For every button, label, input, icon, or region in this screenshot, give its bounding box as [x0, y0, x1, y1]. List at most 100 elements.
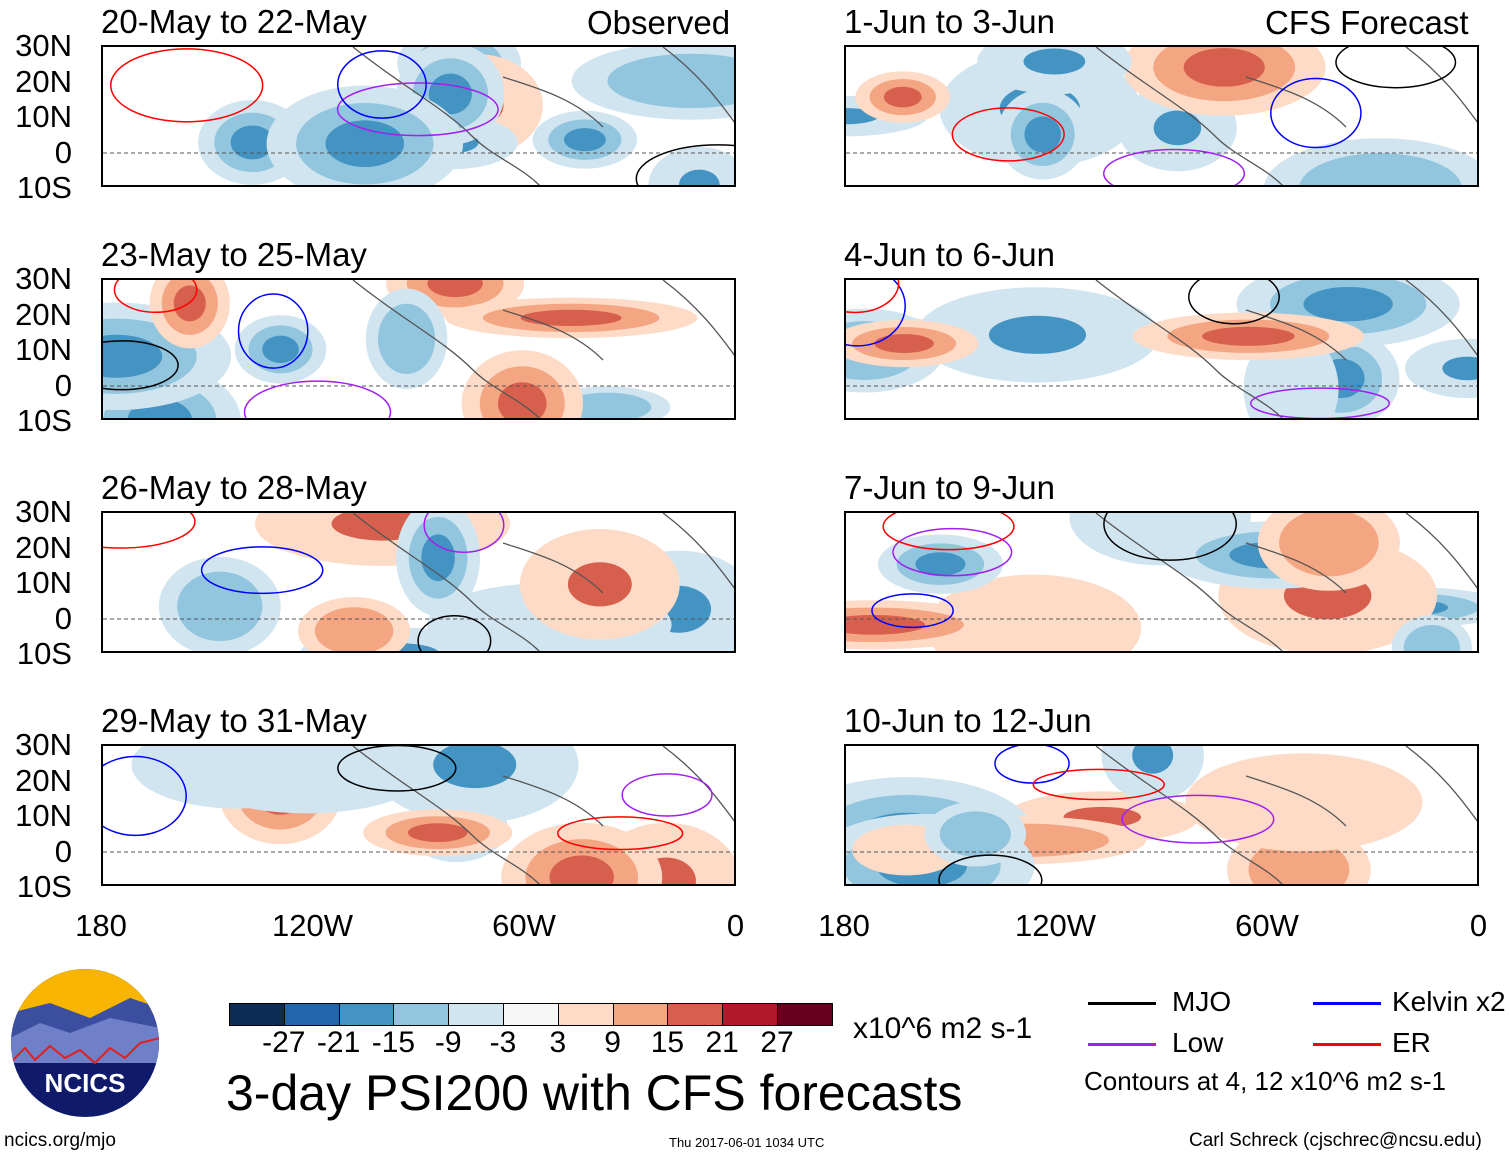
- anomaly-shading: [563, 128, 606, 152]
- y-tick-label: 30N: [15, 494, 72, 529]
- contour-low: [1249, 387, 1390, 418]
- contour-low: [892, 527, 1013, 577]
- legend-kelvin-line: [1313, 1002, 1381, 1005]
- y-tick-label: 10N: [15, 99, 72, 134]
- y-tick-label: 10S: [16, 869, 72, 904]
- legend-mjo: MJO: [1172, 986, 1232, 1017]
- contour-er: [882, 513, 1015, 551]
- anomaly-shading: [1403, 625, 1460, 651]
- colorbar-swatch: [667, 1003, 724, 1026]
- timestamp: Thu 2017-06-01 1034 UTC: [669, 1135, 825, 1150]
- anomaly-shading: [562, 392, 652, 418]
- y-tick-label: 10N: [15, 332, 72, 367]
- anomaly-shading: [988, 315, 1087, 354]
- colorbar-label: 21: [705, 1026, 739, 1059]
- map-panel: [101, 45, 736, 187]
- anomaly-shading: [1153, 110, 1202, 146]
- coastline: [1095, 746, 1477, 884]
- y-tick-label: 20N: [15, 762, 72, 798]
- map-panel: [844, 45, 1479, 187]
- contour-kelvin: [337, 50, 427, 119]
- x-tick-label: 0: [726, 908, 745, 943]
- panel-title: 4-Jun to 6-Jun: [844, 236, 1055, 273]
- map-panel: [844, 278, 1479, 420]
- anomaly-shading: [874, 334, 934, 353]
- contour-note: Contours at 4, 12 x10^6 m2 s-1: [1084, 1066, 1446, 1096]
- colorbar-swatch: [393, 1003, 450, 1026]
- contour-er: [1032, 768, 1165, 801]
- contour-mjo: [1103, 513, 1237, 561]
- coastline: [352, 513, 734, 651]
- coastline: [1095, 47, 1477, 185]
- anomaly-shading: [498, 382, 547, 418]
- coastline: [1095, 280, 1477, 418]
- contour-kelvin: [103, 755, 187, 837]
- map-panel: [101, 744, 736, 886]
- colorbar-units: x10^6 m2 s-1: [853, 1012, 1033, 1045]
- contour-kelvin: [994, 746, 1070, 784]
- contour-kelvin: [846, 280, 906, 347]
- colorbar-label: -15: [371, 1026, 416, 1059]
- anomaly-shading: [883, 86, 922, 108]
- y-tick-label: 10N: [15, 798, 72, 833]
- svg-text:NCICS: NCICS: [45, 1068, 126, 1098]
- anomaly-shading: [1303, 286, 1393, 322]
- credit: Carl Schreck (cjschrec@ncsu.edu): [1189, 1130, 1482, 1151]
- ncics-logo: NCICS: [11, 969, 159, 1117]
- y-tick-label: 20N: [15, 529, 72, 565]
- contour-er: [557, 816, 684, 851]
- anomaly-shading: [427, 280, 483, 298]
- map-panel: [844, 744, 1479, 886]
- y-tick-label: 20N: [15, 296, 72, 332]
- anomaly-shading: [177, 571, 263, 642]
- anomaly-shading: [230, 125, 274, 160]
- anomaly-shading: [1185, 753, 1423, 852]
- y-tick-label: 0: [54, 833, 72, 869]
- anomaly-shading: [1299, 153, 1462, 185]
- contour-kelvin: [871, 593, 954, 629]
- map-panel: [101, 278, 736, 420]
- observed-header: Observed: [587, 4, 731, 41]
- legend-er-line: [1313, 1043, 1381, 1046]
- x-tick-label: 60W: [492, 908, 556, 943]
- legend-low: Low: [1172, 1027, 1224, 1058]
- coastline: [352, 746, 734, 884]
- coastline: [352, 280, 734, 418]
- coastline: [1095, 513, 1477, 651]
- contour-low: [243, 380, 392, 418]
- contour-mjo: [417, 614, 492, 651]
- y-tick-label: 10N: [15, 565, 72, 600]
- contour-kelvin: [200, 546, 324, 595]
- contour-mjo: [337, 746, 457, 792]
- anomaly-shading: [1202, 326, 1295, 346]
- anomaly-shading: [1024, 116, 1061, 153]
- legend-er: ER: [1392, 1027, 1431, 1058]
- y-tick-label: 10S: [16, 403, 72, 438]
- colorbar-label: 15: [650, 1026, 685, 1059]
- anomaly-shading: [325, 120, 405, 167]
- forecast-header: CFS Forecast: [1265, 4, 1469, 41]
- contour-mjo: [103, 340, 179, 391]
- legend-low-line: [1088, 1043, 1156, 1046]
- colorbar-swatch: [777, 1003, 833, 1026]
- y-tick-label: 30N: [15, 261, 72, 296]
- contour-low: [336, 82, 499, 137]
- y-tick-label: 0: [54, 600, 72, 636]
- legend-kelvin: Kelvin x2: [1392, 986, 1506, 1017]
- colorbar-label: -27: [262, 1026, 306, 1059]
- website-link[interactable]: ncics.org/mjo: [4, 1130, 116, 1151]
- x-tick-label: 180: [75, 908, 127, 943]
- anomaly-shading: [567, 562, 632, 607]
- y-tick-label: 20N: [15, 63, 72, 99]
- colorbar-label: 3: [549, 1026, 567, 1059]
- colorbar-label: -3: [489, 1026, 517, 1059]
- contour-mjo: [1335, 47, 1457, 89]
- anomaly-shading: [1132, 746, 1174, 774]
- contour-low: [1102, 148, 1246, 185]
- contour-mjo: [938, 854, 1043, 884]
- contour-er: [113, 280, 198, 314]
- y-tick-label: 30N: [15, 28, 72, 63]
- map-panel: [844, 511, 1479, 653]
- contour-er: [109, 48, 264, 123]
- anomaly-shading: [915, 552, 966, 577]
